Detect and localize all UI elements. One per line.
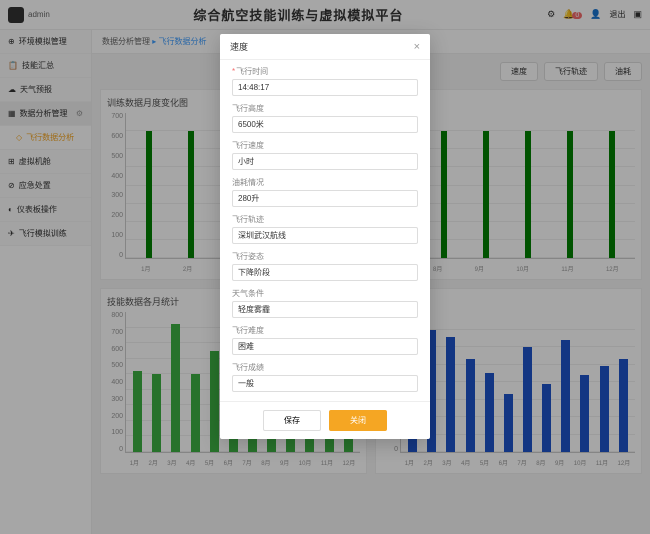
modal-body: 飞行时间飞行高度飞行速度油耗情况飞行轨迹飞行姿态天气条件飞行难度飞行成绩 bbox=[220, 60, 430, 401]
save-button[interactable]: 保存 bbox=[263, 410, 321, 431]
field-label: 飞行难度 bbox=[232, 325, 418, 336]
field-label: 飞行轨迹 bbox=[232, 214, 418, 225]
close-button[interactable]: 关闭 bbox=[329, 410, 387, 431]
field-input[interactable] bbox=[232, 301, 418, 318]
field-input[interactable] bbox=[232, 153, 418, 170]
field-label: 飞行时间 bbox=[232, 66, 418, 77]
form-field: 飞行难度 bbox=[232, 325, 418, 355]
modal-header: 速度 × bbox=[220, 34, 430, 60]
modal-title: 速度 bbox=[230, 40, 248, 53]
close-icon[interactable]: × bbox=[414, 41, 420, 53]
field-label: 飞行成绩 bbox=[232, 362, 418, 373]
form-field: 飞行成绩 bbox=[232, 362, 418, 392]
field-input[interactable] bbox=[232, 116, 418, 133]
field-input[interactable] bbox=[232, 375, 418, 392]
form-field: 飞行高度 bbox=[232, 103, 418, 133]
form-field: 油耗情况 bbox=[232, 177, 418, 207]
modal-mask[interactable]: 速度 × 飞行时间飞行高度飞行速度油耗情况飞行轨迹飞行姿态天气条件飞行难度飞行成… bbox=[0, 0, 650, 534]
modal: 速度 × 飞行时间飞行高度飞行速度油耗情况飞行轨迹飞行姿态天气条件飞行难度飞行成… bbox=[220, 34, 430, 439]
form-field: 天气条件 bbox=[232, 288, 418, 318]
field-label: 飞行高度 bbox=[232, 103, 418, 114]
form-field: 飞行速度 bbox=[232, 140, 418, 170]
field-label: 飞行速度 bbox=[232, 140, 418, 151]
field-label: 油耗情况 bbox=[232, 177, 418, 188]
field-input[interactable] bbox=[232, 338, 418, 355]
field-input[interactable] bbox=[232, 190, 418, 207]
form-field: 飞行姿态 bbox=[232, 251, 418, 281]
modal-footer: 保存 关闭 bbox=[220, 401, 430, 439]
field-input[interactable] bbox=[232, 264, 418, 281]
field-input[interactable] bbox=[232, 227, 418, 244]
form-field: 飞行时间 bbox=[232, 66, 418, 96]
field-label: 天气条件 bbox=[232, 288, 418, 299]
form-field: 飞行轨迹 bbox=[232, 214, 418, 244]
field-label: 飞行姿态 bbox=[232, 251, 418, 262]
field-input[interactable] bbox=[232, 79, 418, 96]
